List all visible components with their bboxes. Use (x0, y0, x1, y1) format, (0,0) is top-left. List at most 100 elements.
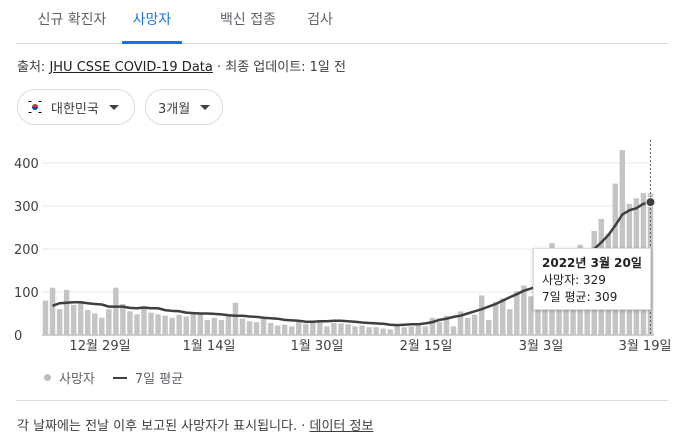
tooltip-deaths: 사망자: 329 (542, 273, 606, 287)
bar (141, 307, 147, 335)
bar (99, 317, 105, 335)
bar (70, 304, 77, 335)
tab-tests[interactable]: 검사 (307, 12, 333, 28)
bar (246, 321, 253, 335)
bar (338, 323, 344, 335)
bar (528, 296, 534, 335)
tab-new-cases[interactable]: 신규 확진자 (37, 12, 107, 28)
data-info-link[interactable]: 데이터 정보 (309, 419, 374, 434)
bar (366, 327, 372, 335)
bar (345, 324, 351, 335)
x-tick-label: 3월 3일 (519, 339, 564, 354)
bar (408, 326, 415, 335)
bar (274, 325, 281, 335)
bar (148, 312, 154, 335)
bar (443, 315, 450, 335)
divider (16, 400, 668, 401)
bar (457, 311, 464, 335)
bar (429, 317, 436, 335)
bar (127, 311, 133, 335)
bar (359, 325, 365, 335)
bar (535, 290, 541, 335)
y-tick-label: 100 (14, 286, 39, 301)
bar (239, 318, 246, 335)
bar (106, 309, 112, 335)
legend-line-label: 7일 평균 (134, 372, 184, 387)
y-tick-label: 0 (14, 329, 22, 344)
bar (478, 295, 485, 335)
source-line: 출처: JHU CSSE COVID-19 Data · 최종 업데이트: 1일… (17, 56, 346, 75)
bar (113, 287, 119, 335)
hover-point (645, 197, 656, 208)
bar (619, 150, 626, 335)
bar (134, 314, 140, 335)
chart-legend: 사망자 7일 평균 (44, 368, 183, 387)
bar (225, 315, 232, 335)
bar (507, 309, 513, 335)
bar (218, 319, 225, 335)
footnote-text: 각 날짜에는 전날 이후 보고된 사망자가 표시됩니다. (17, 419, 298, 434)
bar (211, 317, 218, 335)
bar (190, 312, 196, 335)
bar (303, 323, 309, 335)
bar (253, 322, 260, 335)
chart-tooltip: 2022년 3월 20일 사망자: 329 7일 평균: 309 (533, 248, 651, 310)
bar (387, 329, 393, 335)
bar (155, 314, 161, 335)
bar (380, 328, 386, 335)
footnote: 각 날짜에는 전날 이후 보고된 사망자가 표시됩니다. · 데이터 정보 (17, 415, 373, 434)
footnote-separator: · (297, 419, 310, 434)
chevron-down-icon (200, 104, 211, 110)
bar (42, 300, 49, 335)
bar (331, 322, 337, 335)
bar (401, 327, 407, 335)
bar (471, 314, 478, 335)
bar (85, 310, 91, 335)
bar (521, 285, 527, 335)
tooltip-date: 2022년 3월 20일 (542, 256, 642, 270)
source-link[interactable]: JHU CSSE COVID-19 Data (49, 60, 213, 75)
bar (63, 289, 70, 335)
bar (77, 302, 84, 335)
x-tick-label: 1월 30일 (291, 339, 344, 354)
bar (352, 326, 358, 335)
bar (92, 313, 98, 335)
tab-vaccination[interactable]: 백신 접종 (220, 12, 276, 28)
region-select[interactable]: 대한민국 (17, 89, 135, 125)
tab-bar: 신규 확진자 사망자 백신 접종 검사 (16, 0, 668, 44)
y-tick-label: 300 (14, 200, 39, 215)
bar (415, 324, 422, 335)
x-tick-label: 3월 19일 (619, 339, 672, 354)
bar (436, 322, 443, 335)
tab-deaths[interactable]: 사망자 (122, 0, 182, 44)
region-label: 대한민국 (51, 101, 99, 117)
legend-bar-swatch (44, 374, 51, 381)
source-prefix: 출처: (17, 60, 50, 75)
bar (450, 326, 457, 335)
bar (232, 302, 239, 335)
bar (394, 324, 400, 335)
bar (296, 321, 302, 335)
bar (324, 326, 330, 335)
bar (176, 314, 182, 335)
bar (49, 287, 56, 335)
legend-line-swatch (112, 376, 127, 379)
legend-bar-label: 사망자 (59, 372, 95, 387)
bar (267, 322, 274, 335)
bar (493, 301, 499, 335)
bar (162, 315, 168, 335)
bar (310, 322, 316, 335)
x-tick-label: 1월 14일 (183, 339, 236, 354)
y-tick-label: 200 (14, 243, 39, 258)
bar (464, 317, 471, 335)
last-updated: · 최종 업데이트: 1일 전 (212, 60, 346, 75)
range-select[interactable]: 3개월 (145, 89, 223, 125)
tooltip-average: 7일 평균: 309 (542, 290, 618, 304)
bar (281, 324, 288, 335)
bar (204, 319, 211, 335)
range-label: 3개월 (158, 101, 191, 117)
bar (169, 317, 175, 335)
y-tick-label: 400 (14, 157, 39, 172)
bar (289, 326, 295, 335)
x-tick-label: 2월 15일 (400, 339, 453, 354)
